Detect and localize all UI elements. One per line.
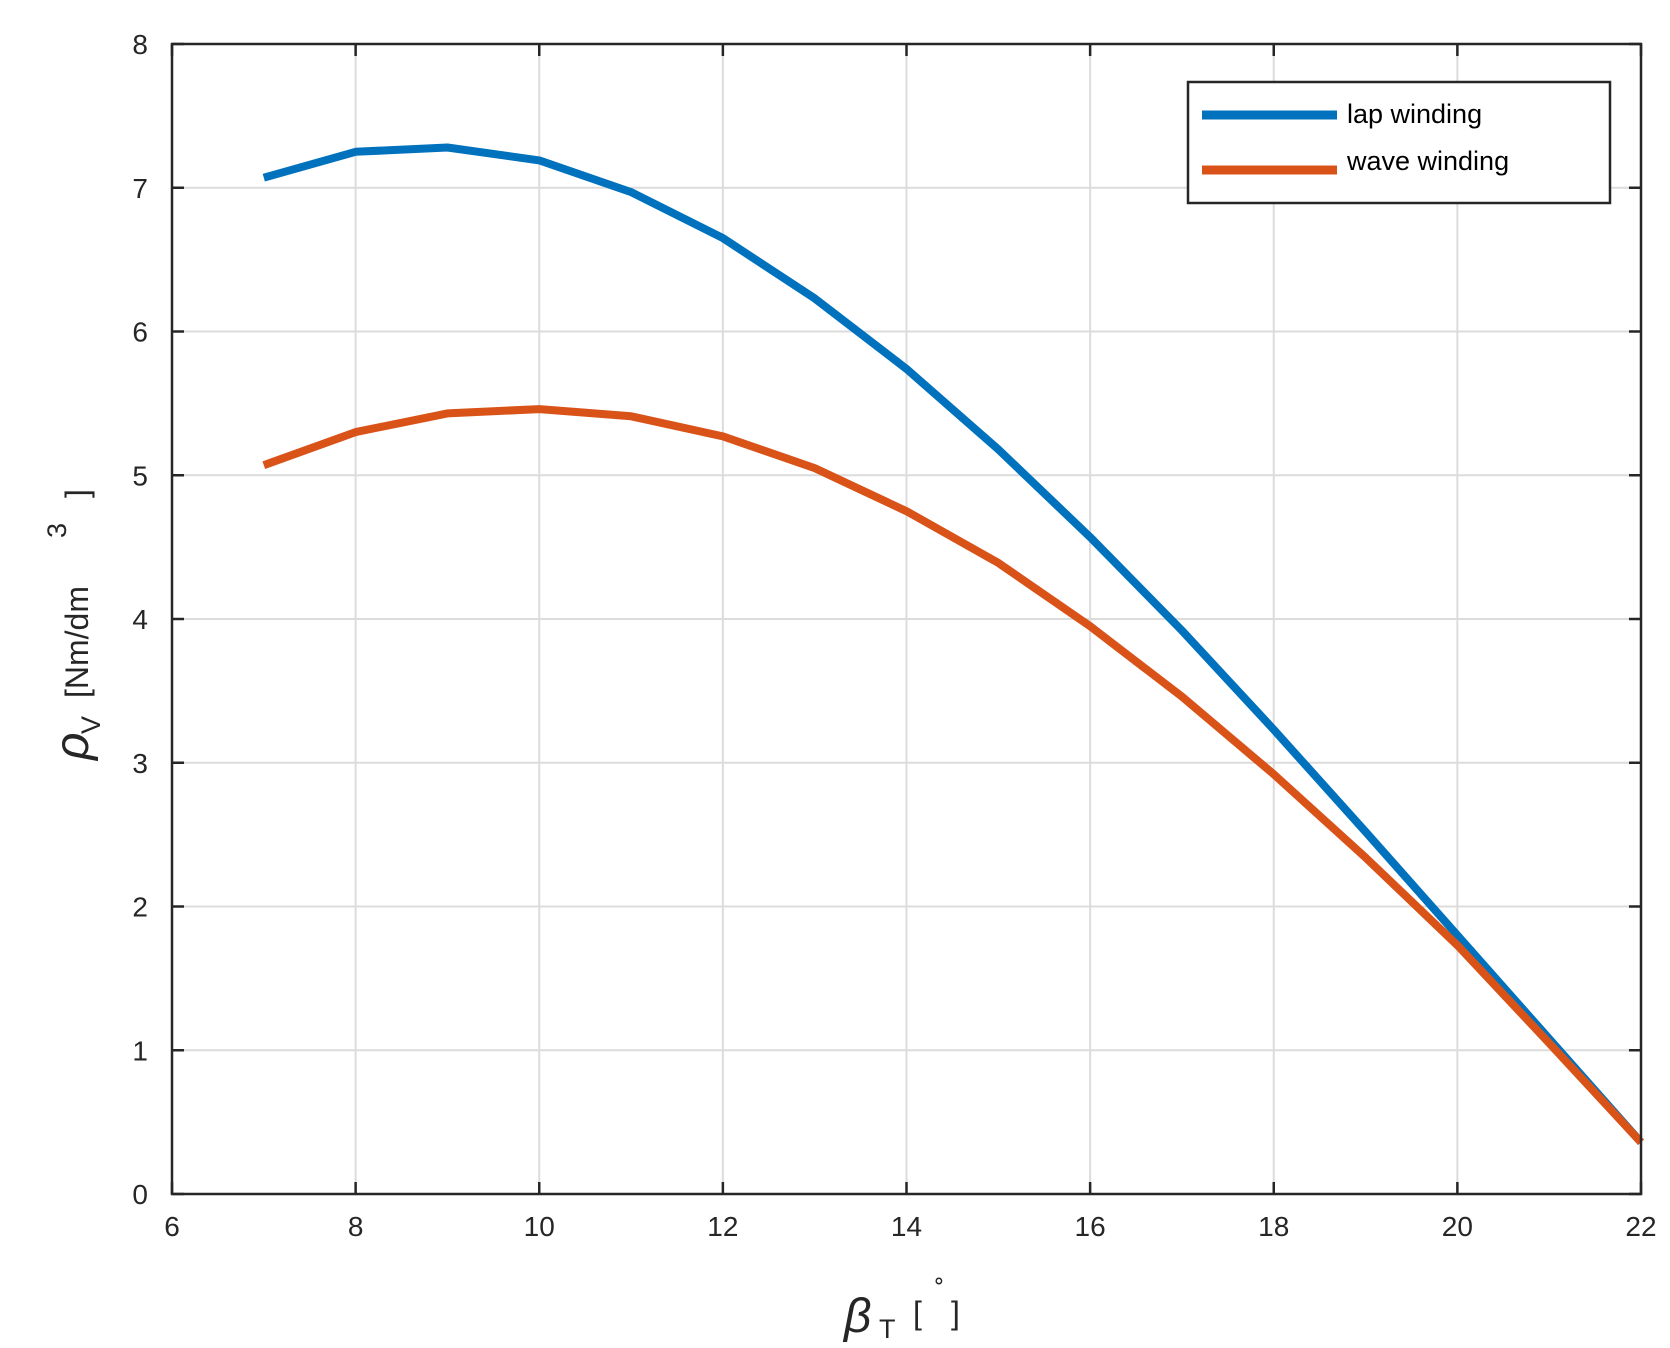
x-tick-label: 16	[1075, 1211, 1106, 1242]
x-tick-label: 6	[164, 1211, 180, 1242]
series-line-lap-winding	[262, 143, 1644, 1145]
legend-label-wave-winding: wave winding	[1346, 146, 1509, 176]
legend-label-lap-winding: lap winding	[1347, 99, 1482, 129]
series-lines	[262, 143, 1644, 1146]
legend-box	[1186, 80, 1612, 205]
x-tick-label: 18	[1258, 1211, 1289, 1242]
y-tick-label: 3	[132, 748, 148, 779]
x-axis-symbol: β	[842, 1290, 871, 1343]
x-tick-label: 14	[891, 1211, 922, 1242]
y-tick-label: 2	[132, 892, 148, 923]
y-axis-label: ρ V [Nm/dm 3 ]	[42, 489, 106, 762]
y-axis-subscript: V	[76, 716, 106, 734]
x-tick-label: 8	[348, 1211, 364, 1242]
y-tick-label: 4	[132, 604, 148, 635]
x-axis-label: β T [ ∘ ]	[842, 1268, 960, 1344]
y-tick-label: 0	[132, 1179, 148, 1210]
grid-lines	[172, 44, 1641, 1194]
y-axis-superscript: 3	[42, 523, 72, 538]
y-tick-label: 1	[132, 1035, 148, 1066]
x-axis-subscript: T	[879, 1314, 896, 1344]
x-axis-unit: ∘	[932, 1268, 946, 1293]
legend: lap winding wave winding	[1186, 80, 1612, 205]
axis-ticks	[170, 42, 1643, 1196]
y-tick-label: 5	[132, 460, 148, 491]
y-axis-unit-open: [Nm/dm	[59, 586, 95, 698]
y-tick-label: 7	[132, 173, 148, 204]
x-axis-unit-close: ]	[951, 1295, 960, 1331]
y-axis-unit-close: ]	[59, 489, 95, 498]
x-tick-label: 10	[524, 1211, 555, 1242]
x-tick-label: 20	[1442, 1211, 1473, 1242]
y-axis-symbol: ρ	[46, 733, 99, 763]
x-axis-unit-open: [	[913, 1295, 922, 1331]
y-tick-label: 8	[132, 29, 148, 60]
series-line-wave-winding	[262, 405, 1644, 1146]
x-tick-label: 22	[1625, 1211, 1656, 1242]
y-tick-label: 6	[132, 317, 148, 348]
x-tick-label: 12	[707, 1211, 738, 1242]
